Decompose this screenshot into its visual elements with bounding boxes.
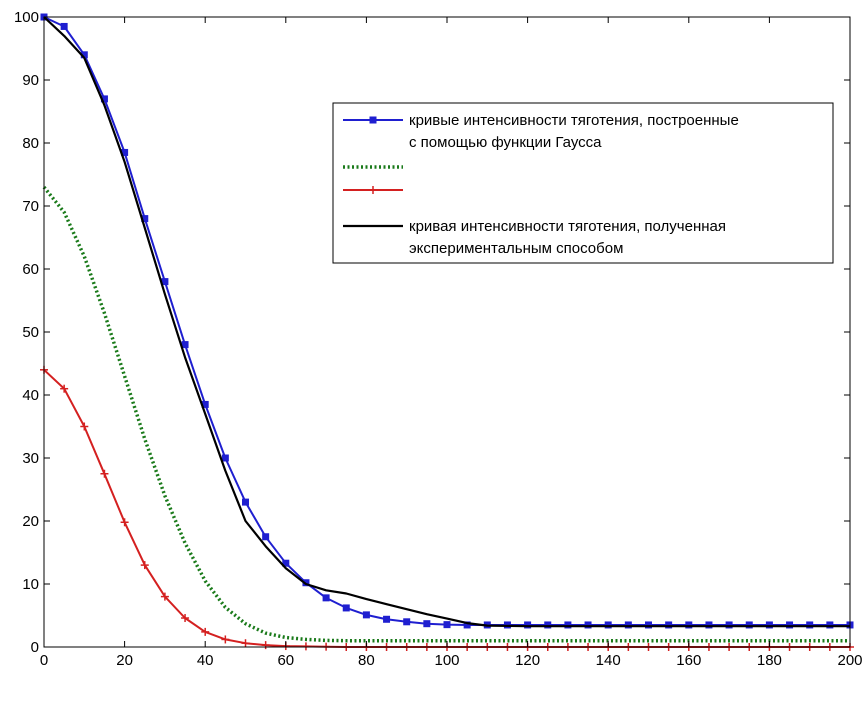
- data-point-marker: [369, 186, 377, 194]
- data-point-marker: [806, 621, 814, 629]
- y-tick-label: 80: [22, 135, 39, 152]
- legend-entry-0: кривые интенсивности тяготения, построен…: [343, 112, 739, 151]
- data-point-marker: [725, 621, 733, 629]
- data-point-marker: [544, 621, 552, 629]
- data-point-marker: [604, 621, 612, 629]
- series-1: [42, 186, 850, 643]
- data-point-marker: [584, 621, 592, 629]
- y-tick-label: 70: [22, 198, 39, 215]
- data-point-marker: [140, 561, 149, 570]
- data-point-marker: [403, 618, 411, 626]
- series-line: [43, 16, 850, 628]
- x-tick-label: 120: [515, 652, 540, 669]
- data-point-marker: [443, 621, 451, 629]
- y-tick-label: 0: [31, 639, 39, 656]
- data-point-marker: [362, 611, 370, 619]
- y-tick-label: 20: [22, 513, 39, 530]
- data-point-marker: [201, 627, 210, 636]
- x-tick-label: 200: [837, 652, 862, 669]
- data-point-marker: [160, 592, 169, 601]
- x-tick-label: 80: [358, 652, 375, 669]
- data-point-marker: [705, 621, 713, 629]
- y-tick-label: 50: [22, 324, 39, 341]
- data-point-marker: [463, 621, 471, 629]
- data-point-marker: [60, 384, 69, 393]
- data-point-marker: [745, 621, 753, 629]
- legend-label: экспериментальным способом: [409, 240, 623, 257]
- x-tick-label: 20: [116, 652, 133, 669]
- data-point-marker: [645, 621, 652, 629]
- data-point-marker: [221, 635, 230, 644]
- data-point-marker: [120, 518, 129, 527]
- data-point-marker: [624, 621, 632, 629]
- data-point-marker: [322, 594, 330, 602]
- data-point-marker: [60, 22, 68, 30]
- data-point-marker: [342, 604, 350, 612]
- legend-entry-2: [343, 186, 403, 194]
- x-tick-label: 100: [434, 652, 459, 669]
- legend-label: кривые интенсивности тяготения, построен…: [409, 112, 739, 129]
- legend-entry-3: кривая интенсивности тяготения, полученн…: [343, 218, 726, 257]
- legend-label: кривая интенсивности тяготения, полученн…: [409, 218, 726, 235]
- data-point-marker: [301, 642, 310, 651]
- data-point-marker: [786, 621, 794, 629]
- data-point-marker: [261, 641, 270, 650]
- data-point-marker: [765, 621, 773, 629]
- y-tick-label: 40: [22, 387, 39, 404]
- x-tick-label: 160: [676, 652, 701, 669]
- data-point-marker: [282, 559, 290, 567]
- data-point-marker: [241, 639, 250, 648]
- x-tick-label: 40: [197, 652, 214, 669]
- data-point-marker: [221, 454, 229, 462]
- data-point-marker: [383, 615, 391, 623]
- data-point-marker: [181, 614, 190, 623]
- legend-label: с помощью функции Гаусса: [409, 134, 602, 151]
- data-point-marker: [524, 621, 532, 629]
- axes-layer: 0 20 40 60 80 100 120 140 160 180 200 0 10 20 30 40 50 60…: [14, 9, 863, 669]
- legend-entries: кривые интенсивности тяготения, построен…: [343, 112, 739, 257]
- data-point-marker: [369, 116, 377, 124]
- data-point-marker: [665, 621, 673, 629]
- series-line: [42, 186, 850, 643]
- y-tick-label: 90: [22, 72, 39, 89]
- x-tick-label: 60: [277, 652, 294, 669]
- y-tick-label: 100: [14, 9, 39, 26]
- data-point-marker: [423, 620, 431, 628]
- y-tick-label: 60: [22, 261, 39, 278]
- data-point-marker: [100, 469, 109, 478]
- legend-box: [332, 102, 834, 264]
- y-tick-label: 10: [22, 576, 39, 593]
- data-point-marker: [685, 621, 693, 629]
- data-point-marker: [826, 621, 834, 629]
- data-point-marker: [181, 341, 189, 349]
- series-3: [43, 16, 850, 628]
- x-tick-label: 140: [596, 652, 621, 669]
- x-tick-label: 0: [40, 652, 48, 669]
- data-point-marker: [262, 533, 270, 541]
- x-tick-label: 180: [757, 652, 782, 669]
- data-point-marker: [80, 422, 89, 431]
- y-tick-label: 30: [22, 450, 39, 467]
- data-point-marker: [242, 498, 249, 506]
- data-point-marker: [564, 621, 572, 629]
- legend: кривые интенсивности тяготения, построен…: [332, 102, 834, 264]
